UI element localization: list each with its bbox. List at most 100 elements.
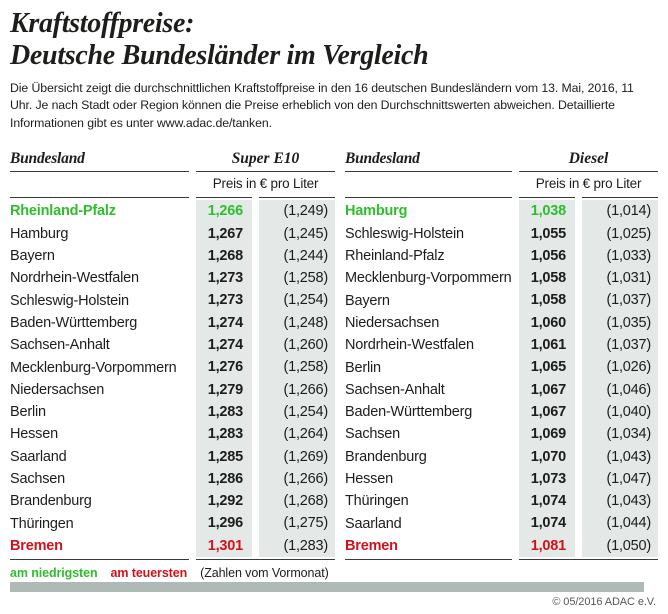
table-row: Bremen 1,301 (1,283) <box>10 534 335 558</box>
state-name: Thüringen <box>10 515 74 532</box>
current-price: 1,060 <box>519 311 575 335</box>
legend-previous-month-note: (Zahlen vom Vormonat) <box>200 566 329 581</box>
super-e10-table: Bundesland Super E10 Preis in € pro Lite… <box>10 147 335 580</box>
previous-month-price: (1,275) <box>259 512 335 535</box>
state-name: Brandenburg <box>10 493 92 510</box>
table-row: Mecklenburg-Vorpommern 1,276 (1,258) <box>10 356 335 379</box>
table-body: Hamburg 1,038 (1,014) Schleswig-Holstein 1,0… <box>345 200 658 558</box>
subheader-rule <box>10 197 335 199</box>
table-header-row: Bundesland Diesel <box>345 147 658 168</box>
current-price: 1,273 <box>196 289 252 312</box>
table-row: Hamburg 1,267 (1,245) <box>10 222 335 245</box>
table-row: Saarland 1,074 (1,044) <box>345 512 658 535</box>
current-price: 1,286 <box>196 467 252 491</box>
footer: © 05/2016 ADAC e.V. <box>10 582 656 608</box>
legend: am niedrigsten am teuersten (Zahlen vom … <box>10 566 335 580</box>
header-rule <box>345 171 658 173</box>
previous-month-price: (1,248) <box>259 311 335 335</box>
previous-month-price: (1,040) <box>582 400 658 424</box>
state-name: Hamburg <box>10 225 69 242</box>
previous-month-price: (1,025) <box>582 222 658 245</box>
state-name: Nordrhein-Westfalen <box>345 337 474 354</box>
current-price: 1,061 <box>519 334 575 357</box>
subheader-rule <box>345 197 658 199</box>
previous-month-price: (1,260) <box>259 334 335 357</box>
state-name: Baden-Württemberg <box>345 404 473 421</box>
previous-month-price: (1,258) <box>259 267 335 290</box>
table-row: Hamburg 1,038 (1,014) <box>345 200 658 223</box>
state-name: Sachsen-Anhalt <box>10 337 110 354</box>
table-row: Thüringen 1,074 (1,043) <box>345 490 658 513</box>
current-price: 1,055 <box>519 222 575 245</box>
table-bottom-rule <box>345 559 658 561</box>
state-name: Rheinland-Pfalz <box>345 248 445 265</box>
table-header-row: Bundesland Super E10 <box>10 147 335 168</box>
column-header-fuel-super-e10: Super E10 <box>231 150 300 168</box>
table-row: Nordrhein-Westfalen 1,273 (1,258) <box>10 267 335 290</box>
state-name: Berlin <box>345 359 381 376</box>
current-price: 1,283 <box>196 423 252 446</box>
current-price: 1,067 <box>519 378 575 401</box>
previous-month-price: (1,033) <box>582 244 658 268</box>
current-price: 1,074 <box>519 512 575 535</box>
previous-month-price: (1,043) <box>582 445 658 468</box>
description-text: Die Übersicht zeigt die durchschnittlich… <box>10 80 634 130</box>
table-row: Niedersachsen 1,279 (1,266) <box>10 378 335 401</box>
table-row: Thüringen 1,296 (1,275) <box>10 512 335 535</box>
state-name: Saarland <box>10 448 67 465</box>
title-line-2: Deutsche Bundesländer im Vergleich <box>10 40 429 72</box>
current-price: 1,292 <box>196 490 252 513</box>
current-price: 1,070 <box>519 445 575 468</box>
previous-month-price: (1,266) <box>259 467 335 491</box>
table-row: Schleswig-Holstein 1,055 (1,025) <box>345 222 658 245</box>
table-row: Rheinland-Pfalz 1,056 (1,033) <box>345 244 658 268</box>
current-price: 1,067 <box>519 400 575 424</box>
previous-month-price: (1,244) <box>259 244 335 268</box>
current-price: 1,069 <box>519 423 575 446</box>
current-price: 1,274 <box>196 311 252 335</box>
table-row: Bayern 1,268 (1,244) <box>10 244 335 268</box>
state-name: Schleswig-Holstein <box>10 292 129 309</box>
previous-month-price: (1,037) <box>582 289 658 312</box>
header: Kraftstoffpreise: Deutsche Bundesländer … <box>10 8 658 132</box>
table-row: Baden-Württemberg 1,067 (1,040) <box>345 400 658 424</box>
previous-month-price: (1,254) <box>259 289 335 312</box>
current-price: 1,267 <box>196 222 252 245</box>
previous-month-price: (1,026) <box>582 356 658 379</box>
previous-month-price: (1,268) <box>259 490 335 513</box>
table-subheader-row: Preis in € pro Liter <box>345 172 658 194</box>
state-name: Sachsen-Anhalt <box>345 381 445 398</box>
current-price: 1,296 <box>196 512 252 535</box>
state-name: Brandenburg <box>345 448 427 465</box>
previous-month-price: (1,258) <box>259 356 335 379</box>
state-name: Hamburg <box>345 203 408 220</box>
table-row: Sachsen 1,069 (1,034) <box>345 423 658 446</box>
state-name: Mecklenburg-Vorpommern <box>345 270 512 287</box>
state-name: Sachsen <box>10 471 66 487</box>
legend-highest-label: am teuersten <box>110 566 188 581</box>
previous-month-price: (1,050) <box>582 534 658 558</box>
column-header-fuel-diesel: Diesel <box>568 150 609 168</box>
state-name: Bremen <box>10 537 63 554</box>
current-price: 1,073 <box>519 467 575 491</box>
previous-month-price: (1,034) <box>582 423 658 446</box>
state-name: Bayern <box>345 292 390 309</box>
state-name: Mecklenburg-Vorpommern <box>10 359 177 376</box>
table-row: Nordrhein-Westfalen 1,061 (1,037) <box>345 334 658 357</box>
footer-bar <box>10 582 644 592</box>
state-name: Hessen <box>10 426 58 443</box>
table-row: Brandenburg 1,292 (1,268) <box>10 490 335 513</box>
current-price: 1,273 <box>196 267 252 290</box>
current-price: 1,081 <box>519 534 575 558</box>
previous-month-price: (1,047) <box>582 467 658 491</box>
price-unit-label: Preis in € pro Liter <box>212 175 319 191</box>
previous-month-price: (1,031) <box>582 267 658 290</box>
tables-area: Bundesland Super E10 Preis in € pro Lite… <box>10 147 658 580</box>
state-name: Rheinland-Pfalz <box>10 203 116 220</box>
current-price: 1,266 <box>196 200 252 223</box>
state-name: Baden-Württemberg <box>10 314 138 331</box>
title-line-1: Kraftstoffpreise: <box>10 8 195 39</box>
table-bottom-rule <box>10 559 335 561</box>
table-row: Sachsen 1,286 (1,266) <box>10 467 335 491</box>
previous-month-price: (1,014) <box>582 200 658 223</box>
